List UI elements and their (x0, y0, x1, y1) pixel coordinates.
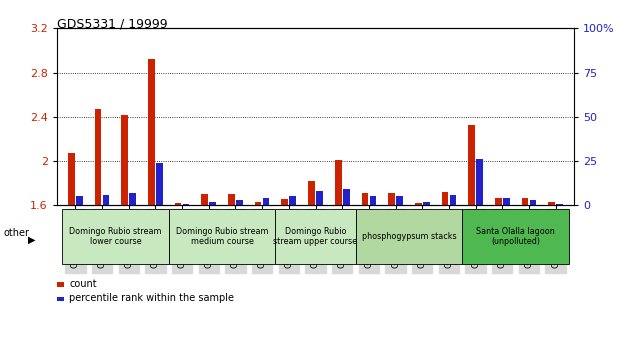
Text: other: other (3, 228, 29, 238)
Bar (183, 204, 189, 205)
Bar (449, 195, 456, 205)
Text: Domingo Rubio
stream upper course: Domingo Rubio stream upper course (273, 227, 358, 246)
Bar (68, 153, 75, 205)
Bar (209, 202, 216, 205)
Bar (290, 196, 296, 205)
Bar (396, 196, 403, 205)
Bar (335, 160, 341, 205)
Bar (529, 200, 536, 205)
Bar (362, 193, 368, 205)
Text: GDS5331 / 19999: GDS5331 / 19999 (57, 18, 167, 31)
Bar (423, 202, 430, 205)
Bar (388, 193, 395, 205)
Text: Domingo Rubio stream
lower course: Domingo Rubio stream lower course (69, 227, 162, 246)
Bar (175, 203, 182, 205)
Bar (503, 198, 510, 205)
Bar (415, 203, 422, 205)
Bar (468, 125, 475, 205)
Bar (76, 196, 83, 205)
Bar (522, 198, 528, 205)
Text: phosphogypsum stacks: phosphogypsum stacks (362, 232, 456, 241)
Bar (95, 109, 102, 205)
Text: count: count (69, 279, 97, 289)
Bar (121, 115, 128, 205)
Bar (228, 194, 235, 205)
Bar (316, 191, 323, 205)
Bar (236, 200, 243, 205)
Text: Domingo Rubio stream
medium course: Domingo Rubio stream medium course (176, 227, 268, 246)
Bar (255, 202, 261, 205)
Bar (476, 159, 483, 205)
Bar (201, 194, 208, 205)
Bar (370, 196, 376, 205)
Bar (548, 202, 555, 205)
Text: percentile rank within the sample: percentile rank within the sample (69, 293, 234, 303)
Bar (129, 193, 136, 205)
Bar (343, 189, 350, 205)
Bar (281, 199, 288, 205)
Text: ▶: ▶ (28, 235, 36, 245)
Bar (308, 181, 315, 205)
Bar (148, 59, 155, 205)
Bar (263, 198, 269, 205)
Bar (156, 163, 163, 205)
Text: Santa Olalla lagoon
(unpolluted): Santa Olalla lagoon (unpolluted) (476, 227, 555, 246)
Bar (495, 198, 502, 205)
Bar (442, 192, 448, 205)
Bar (556, 204, 563, 205)
Bar (103, 195, 109, 205)
